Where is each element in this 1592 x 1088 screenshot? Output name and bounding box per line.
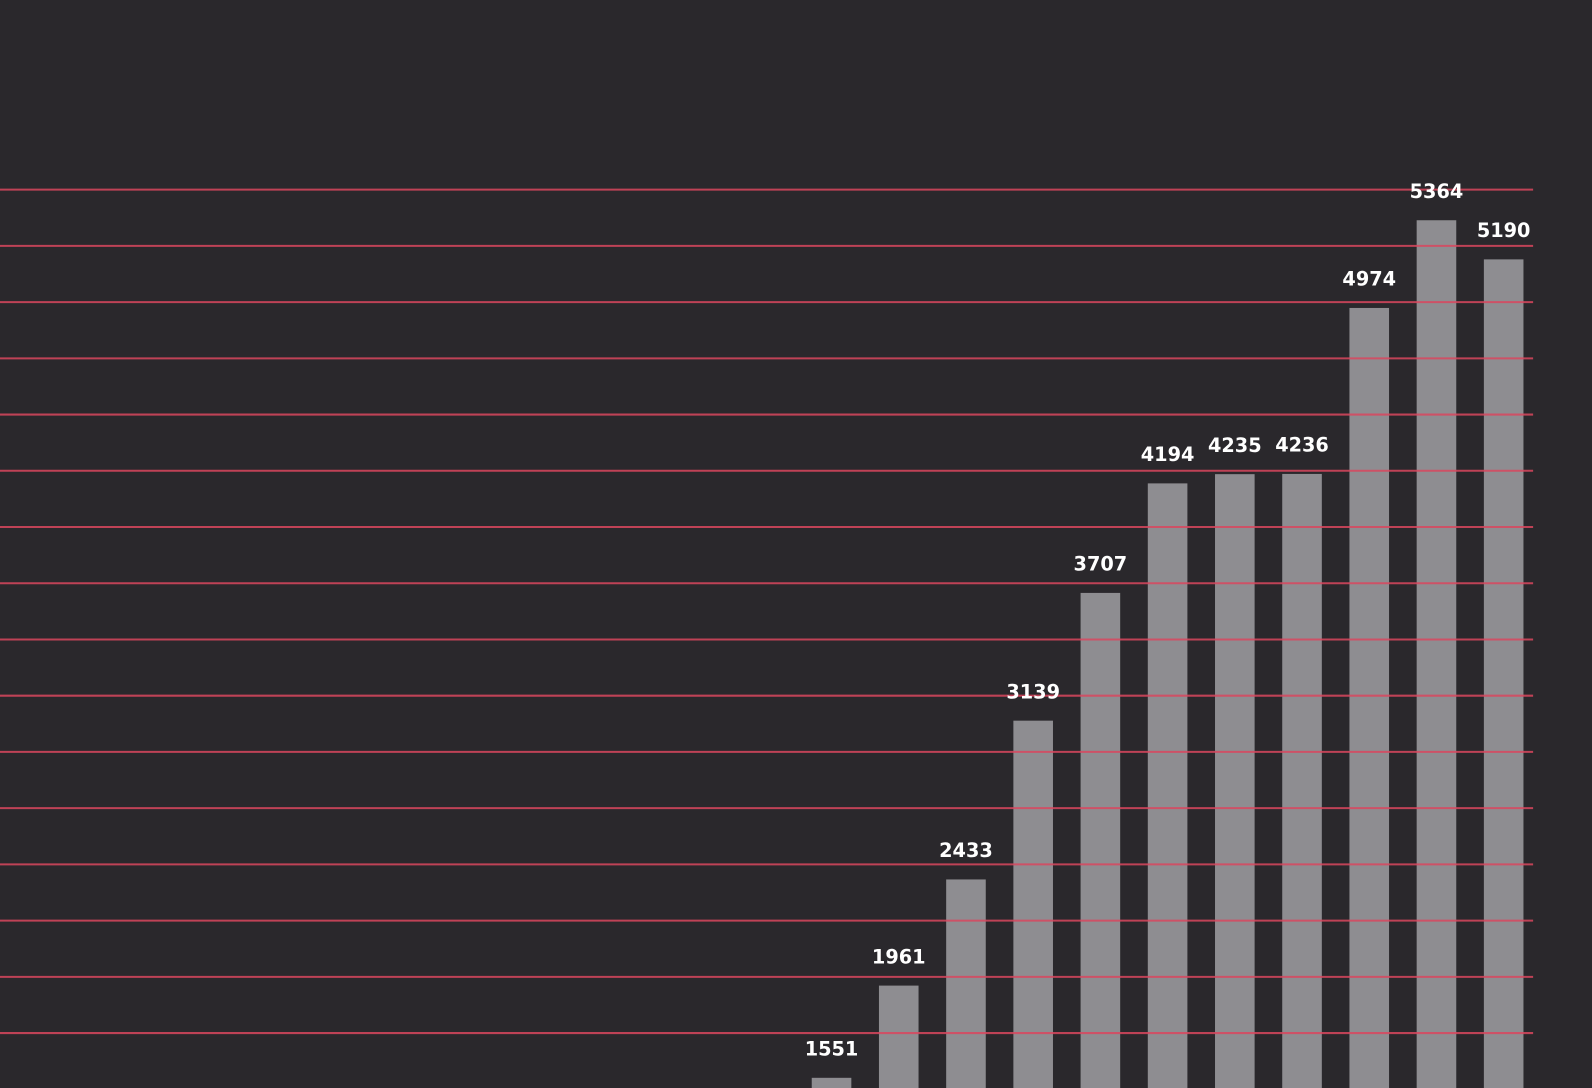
data-label: 3139 — [1006, 680, 1060, 703]
data-labels-group: 1551 1961 2433 3139 3707 4194 4235 4236 4974 5364… — [805, 180, 1531, 1061]
bar — [1013, 720, 1053, 1088]
bar — [1215, 474, 1255, 1088]
gridlines-group — [0, 188, 1534, 1035]
bar — [946, 879, 986, 1088]
bar — [1080, 592, 1121, 1088]
bar — [1416, 220, 1457, 1088]
bar — [1282, 473, 1322, 1088]
bar — [1483, 259, 1524, 1088]
data-label: 1551 — [805, 1037, 859, 1060]
data-label: 3707 — [1074, 553, 1128, 576]
data-label: 4236 — [1275, 434, 1329, 457]
bar — [1147, 483, 1188, 1088]
data-label: 4235 — [1208, 434, 1262, 457]
data-label: 4194 — [1141, 443, 1195, 466]
bar — [1349, 307, 1390, 1088]
bar — [878, 985, 919, 1088]
bar — [811, 1077, 852, 1088]
data-label: 5190 — [1477, 219, 1531, 242]
data-label: 1961 — [872, 945, 926, 968]
data-label: 5364 — [1410, 180, 1464, 203]
data-label: 4974 — [1342, 268, 1396, 291]
data-label: 2433 — [939, 839, 993, 862]
